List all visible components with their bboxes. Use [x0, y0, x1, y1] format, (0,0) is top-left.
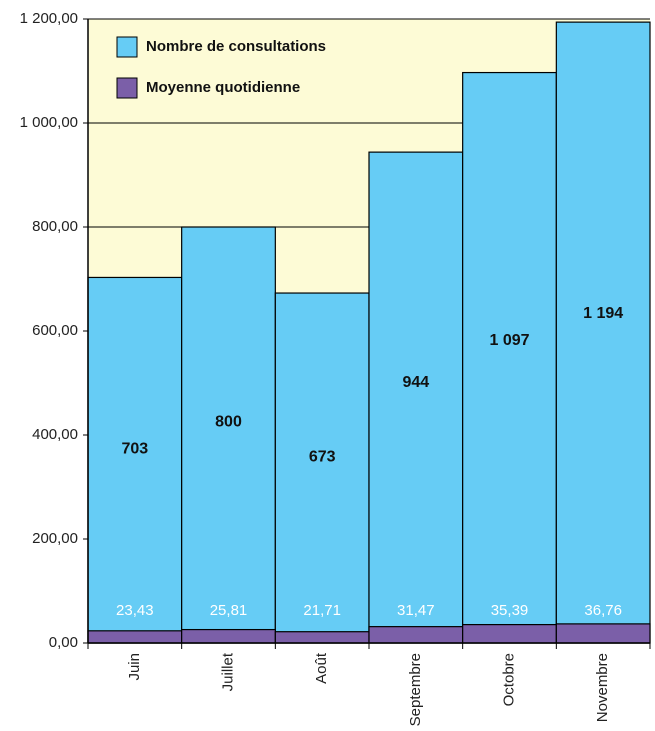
x-tick-label: Septembre: [407, 653, 424, 726]
value-label: 35,39: [491, 602, 529, 619]
legend-label: Nombre de consultations: [146, 38, 326, 55]
bar: [181, 628, 276, 644]
y-tick-label: 600,00: [32, 322, 78, 339]
x-labels: Juin Juillet Août Septembre Octobre Novembre: [126, 652, 611, 726]
bar: [462, 71, 557, 644]
x-tick-label: Août: [313, 652, 330, 684]
value-label: 1 097: [489, 332, 529, 349]
value-label: 21,71: [303, 602, 341, 619]
value-label: 23,43: [116, 602, 154, 619]
y-tick-label: 200,00: [32, 530, 78, 547]
x-tick-label: Octobre: [500, 653, 517, 706]
y-tick-label: 1 000,00: [20, 114, 78, 131]
bar: [87, 630, 183, 644]
y-tick-label: 400,00: [32, 426, 78, 443]
legend-swatch: [116, 36, 138, 58]
bar: [181, 226, 276, 644]
bar: [368, 626, 464, 644]
bar: [555, 21, 651, 644]
value-label: 1 194: [583, 305, 623, 322]
bar: [274, 292, 370, 644]
bar: [462, 623, 557, 644]
value-label: 703: [121, 440, 148, 457]
x-tick-label: Novembre: [594, 653, 611, 722]
legend-swatch: [116, 77, 138, 99]
value-label: 800: [215, 414, 242, 431]
x-tick-label: Juin: [126, 653, 143, 681]
value-label: 36,76: [584, 602, 622, 619]
y-tick-label: 800,00: [32, 218, 78, 235]
value-label: 25,81: [210, 602, 248, 619]
legend-label: Moyenne quotidienne: [146, 79, 300, 96]
bar: [368, 151, 464, 644]
x-tick-label: Juillet: [219, 652, 236, 691]
bar: [555, 623, 651, 644]
value-label: 673: [309, 449, 336, 466]
y-tick-label: 1 200,00: [20, 10, 78, 27]
value-label: 31,47: [397, 602, 435, 619]
bar: [274, 631, 370, 644]
bar: [87, 276, 183, 644]
y-tick-label: 0,00: [49, 634, 78, 651]
value-label: 944: [402, 374, 429, 391]
